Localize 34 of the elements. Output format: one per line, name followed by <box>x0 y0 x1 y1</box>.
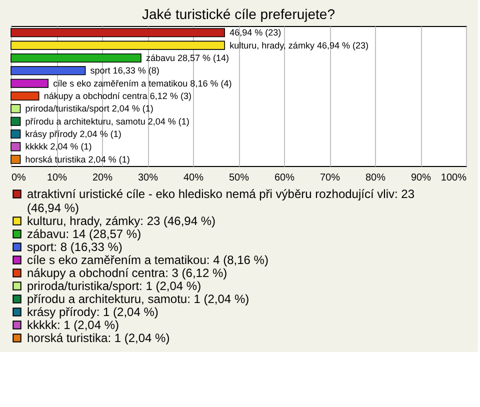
legend-label: kkkkk: 1 (2,04 %) <box>27 318 120 332</box>
data-label: kkkkk 2,04 % (1) <box>25 142 92 152</box>
data-label: cíle s eko zaměřením a tematikou 8,16 % (4) <box>53 78 232 88</box>
data-label: sport 16,33 % (8) <box>90 66 160 76</box>
x-tick-label: 90% <box>410 172 432 184</box>
x-tick-label: 50% <box>228 172 250 184</box>
data-label: nákupy a obchodní centra 6,12 % (3) <box>44 91 192 101</box>
x-tick-label: 60% <box>274 172 295 184</box>
x-tick-label: 0% <box>12 172 26 184</box>
legend-label: priroda/turistika/sport: 1 (2,04 %) <box>27 279 202 293</box>
legend-label: nákupy a obchodní centra: 3 (6,12 %) <box>27 266 228 280</box>
chart-title: Jaké turistické cíle preferujete? <box>142 6 336 22</box>
data-label: krásy přírody 2,04 % (1) <box>25 129 122 140</box>
x-tick-label: 20% <box>92 172 113 184</box>
x-tick-label: 10% <box>46 172 68 184</box>
legend-label: horská turistika: 1 (2,04 %) <box>27 331 170 345</box>
x-tick-label: 30% <box>138 172 158 184</box>
data-label: priroda/turistika/sport 2,04 % (1) <box>25 104 154 114</box>
data-label: kulturu, hrady, zámky 46,94 % (23) <box>230 40 368 50</box>
legend-label: zábavu: 14 (28,57 %) <box>27 227 142 241</box>
legend-label: cíle s eko zaměřením a tematikou: 4 (8,16 %) <box>27 253 268 267</box>
data-label: přírodu a architekturu, samotu 2,04 % (1) <box>25 116 190 126</box>
legend-label: krásy přírody: 1 (2,04 %) <box>27 305 158 319</box>
x-tick-label: 40% <box>183 172 204 184</box>
legend-label: přírodu a architekturu, samotu: 1 (2,04 %) <box>27 292 250 306</box>
data-label: 46,94 % (23) <box>230 28 282 38</box>
legend-label: atraktivní uristické cíle - eko hledisko nemá při výběru rozhodující vliv: 23 (46,94 %) <box>27 187 415 215</box>
x-tick-label: 80% <box>365 172 386 184</box>
data-label: zábavu 28,57 % (14) <box>146 52 230 63</box>
legend-label: sport: 8 (16,33 %) <box>27 240 122 254</box>
data-label: horská turistika 2,04 % (1) <box>25 154 130 164</box>
x-tick-label: 70% <box>320 172 340 184</box>
legend-label: kulturu, hrady, zámky: 23 (46,94 %) <box>27 214 216 228</box>
x-tick-label: 100% <box>440 172 467 184</box>
